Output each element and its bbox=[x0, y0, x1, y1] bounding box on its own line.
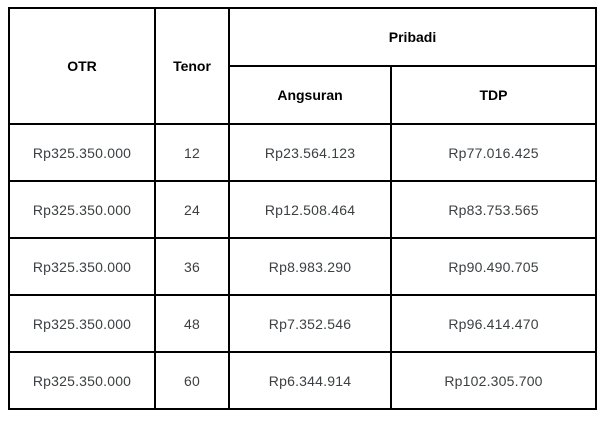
cell-otr: Rp325.350.000 bbox=[8, 180, 156, 239]
header-tenor: Tenor bbox=[154, 7, 230, 125]
cell-tdp: Rp90.490.705 bbox=[390, 237, 597, 296]
header-angsuran: Angsuran bbox=[228, 65, 392, 125]
cell-tdp: Rp96.414.470 bbox=[390, 294, 597, 353]
cell-otr: Rp325.350.000 bbox=[8, 294, 156, 353]
cell-tenor: 36 bbox=[154, 237, 230, 296]
cell-otr: Rp325.350.000 bbox=[8, 351, 156, 410]
cell-angsuran: Rp7.352.546 bbox=[228, 294, 392, 353]
cell-tdp: Rp83.753.565 bbox=[390, 180, 597, 239]
cell-angsuran: Rp12.508.464 bbox=[228, 180, 392, 239]
table-row: Rp325.350.000 60 Rp6.344.914 Rp102.305.7… bbox=[8, 351, 597, 410]
cell-otr: Rp325.350.000 bbox=[8, 237, 156, 296]
cell-tenor: 24 bbox=[154, 180, 230, 239]
header-tdp: TDP bbox=[390, 65, 597, 125]
table-row: Rp325.350.000 24 Rp12.508.464 Rp83.753.5… bbox=[8, 180, 597, 239]
table-row: Rp325.350.000 12 Rp23.564.123 Rp77.016.4… bbox=[8, 123, 597, 182]
cell-tenor: 48 bbox=[154, 294, 230, 353]
table-row: Rp325.350.000 48 Rp7.352.546 Rp96.414.47… bbox=[8, 294, 597, 353]
cell-tdp: Rp77.016.425 bbox=[390, 123, 597, 182]
cell-angsuran: Rp6.344.914 bbox=[228, 351, 392, 410]
cell-tdp: Rp102.305.700 bbox=[390, 351, 597, 410]
cell-angsuran: Rp23.564.123 bbox=[228, 123, 392, 182]
header-group-pribadi: Pribadi bbox=[228, 7, 597, 67]
table-row: Rp325.350.000 36 Rp8.983.290 Rp90.490.70… bbox=[8, 237, 597, 296]
cell-tenor: 60 bbox=[154, 351, 230, 410]
header-otr: OTR bbox=[8, 7, 156, 125]
pricing-table-container: OTR Tenor Pribadi Angsuran TDP Rp325.350… bbox=[8, 7, 597, 410]
cell-angsuran: Rp8.983.290 bbox=[228, 237, 392, 296]
cell-tenor: 12 bbox=[154, 123, 230, 182]
cell-otr: Rp325.350.000 bbox=[8, 123, 156, 182]
pricing-table: OTR Tenor Pribadi Angsuran TDP Rp325.350… bbox=[8, 7, 597, 410]
